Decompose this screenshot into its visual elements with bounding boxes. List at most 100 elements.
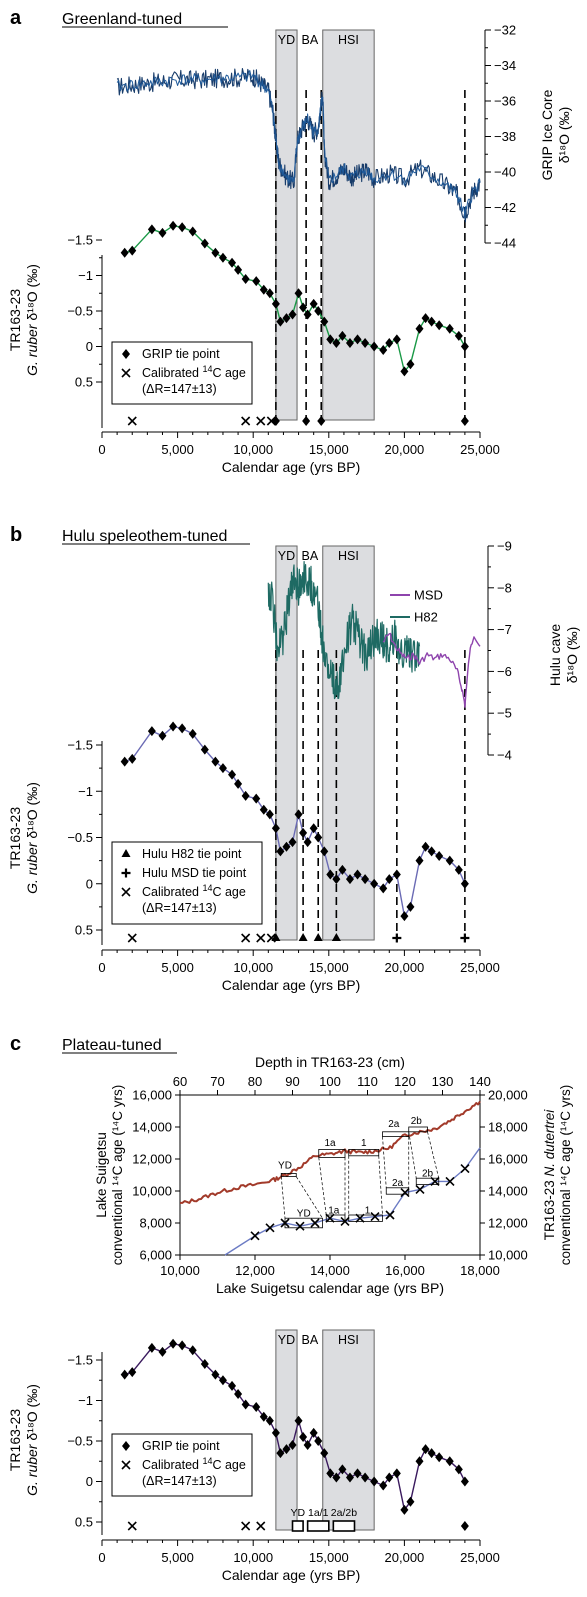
panel-a-x-tick-label: 20,000 [385,442,425,457]
panel-c-ruber-point [299,1431,308,1442]
panel-a-left-axis-label-rest: δ¹⁸O (‰) [24,264,40,324]
panel-a: a Greenland-tuned YD BA HSI −1.5 −1 −0.5 0 0.5 0 5,… [7,7,572,475]
panel-a-ruber-point [271,298,280,309]
panel-c-left-tick-label: −1.5 [67,1353,93,1368]
panel-c-left-axis-label-line: TR163-23 [7,1409,23,1471]
inset-left-axis-label-1: Lake Suigetsu [94,1132,109,1218]
panel-b-ruber-point [241,790,250,801]
inset-left-tick-label: 14,000 [132,1120,172,1135]
panel-c-ruber-point [259,1411,268,1422]
panel-b-msd-line [382,632,481,708]
panel-c-ruber-point [265,1415,274,1426]
panel-a-ruber-point [299,302,308,313]
panel-b-ruber-point [147,726,156,737]
panel-b-ruber-point [299,827,308,838]
panel-c-legend-marker-x [121,1460,131,1470]
panel-a-ruber-point [345,337,354,348]
panel-b-ruber-point [282,841,291,852]
inset-upper-plateau-box [280,1173,297,1178]
inset-tr-point [310,1218,320,1228]
inset-tr-point [430,1176,440,1186]
inset-right-tick-label: 16,000 [488,1152,528,1167]
panel-b-ruber-point [120,756,129,767]
panel-b-left-tick-label: 0 [86,876,93,891]
inset-left-tick-label: 10,000 [132,1184,172,1199]
panel-b-ruber-point [309,823,318,834]
panel-b-ruber-point [345,874,354,885]
panel-a-ruber-point [147,224,156,235]
panel-c-ruber-point [314,1436,323,1446]
panel-b-ruber-point [400,911,409,922]
inset-tr-point [325,1213,335,1223]
panel-a-interval-label-YD: YD [278,33,295,47]
panel-c-x-tick-label: 0 [98,1550,105,1565]
panel-b-x-axis-label: Calendar age (yrs BP) [222,977,361,993]
inset-left-tick-label: 6,000 [139,1248,172,1263]
panel-b-right-axis-label: Hulu caveδ¹⁸O (‰) [547,624,580,686]
panel-b-right-tick-label: −8 [497,580,512,595]
panel-b-ruber-point [454,864,463,875]
inset-top-tick-label: 110 [357,1074,378,1089]
inset-bottom-tick-label: 18,000 [460,1263,500,1278]
panel-a-ruber-point [314,306,323,316]
panel-b-ruber-point [361,874,370,885]
panel-a-ruber-point [288,309,297,320]
inset-upper-plateau-label: 1a [324,1138,336,1149]
panel-c-ruber-point [218,1375,227,1386]
inset-upper-plateau-label: 2a [388,1119,400,1130]
inset-bottom-tick-label: 16,000 [385,1263,425,1278]
panel-a-ruber-point [234,264,243,275]
panel-b-calibrated-age [127,933,137,943]
panel-a-legend-text: GRIP tie point [142,347,220,361]
panel-c-ruber-point [460,1476,469,1487]
panel-b-legend-text: Hulu H82 tie point [142,847,242,861]
panel-a-ruber-point [427,316,436,327]
panel-b-x-tick-label: 10,000 [233,960,273,975]
panel-b-ruber-point [338,864,347,875]
panel-c-interval-label-BA: BA [302,1333,319,1347]
panel-c-calibrated-age [241,1521,251,1531]
panel-c-ruber-point [303,1440,312,1451]
panel-a-ruber-point [460,341,469,352]
panel-c-ruber-point [271,1427,280,1438]
panel-c-ruber-point [338,1464,347,1475]
inset-right-tick-label: 10,000 [488,1248,528,1263]
panel-c-ruber-point [147,1342,156,1353]
panel-b-ruber-point [252,793,261,804]
panel-a-ruber-point [169,220,178,231]
panel-a-calibrated-age [127,416,137,426]
panel-b-left-tick-label: −0.5 [67,830,93,845]
panel-b-ruber-point [234,778,243,789]
panel-a-grip-line-2 [116,70,481,219]
panel-a-interval-label-HSI: HSI [338,33,359,47]
inset-right-axis-label: TR163-23 N. dutertreiconventional ¹⁴C ag… [542,1085,573,1265]
panel-b-h82-tie [271,933,281,941]
panel-c-x-tick-label: 15,000 [309,1550,349,1565]
panel-a-left-axis-label-line: G. ruber δ¹⁸O (‰) [24,264,40,376]
panel-a-ruber-point [406,359,415,370]
panel-c-legend-text: Calibrated 14C age [142,1456,246,1472]
panel-a-x-axis-label: Calendar age (yrs BP) [222,459,361,475]
panel-c-ruber-point [370,1476,379,1487]
panel-a-left-tick-label: −1 [78,268,93,283]
panel-a-grip-line [116,67,481,223]
inset-right-tick-label: 12,000 [488,1216,528,1231]
panel-c-ruber-point [282,1444,291,1455]
inset-bottom-tick-label: 14,000 [310,1263,350,1278]
panel-b-msd-tie [460,933,470,943]
panel-b-right-tick-label: −5 [497,706,512,721]
panel-c-left-tick-label: 0.5 [75,1515,93,1530]
panel-a-legend-marker-diamond [122,349,130,359]
panel-b-interval-label-YD: YD [278,549,295,563]
panel-a-ruber-point [421,313,430,324]
panel-b-calibrated-age [241,933,251,943]
panel-b-right-axis-label-line: Hulu cave [547,624,563,686]
panel-b-right-tick-label: −6 [497,664,512,679]
panel-c-ruber-point [200,1359,209,1370]
panel-c-ruber-point [353,1468,362,1479]
panel-c-ruber-point [379,1480,388,1491]
panel-b-x-tick-label: 20,000 [385,960,425,975]
inset-top-tick-label: 90 [285,1074,299,1089]
panel-b-ruber-point [288,837,297,848]
panel-a-ruber-point [332,337,341,348]
